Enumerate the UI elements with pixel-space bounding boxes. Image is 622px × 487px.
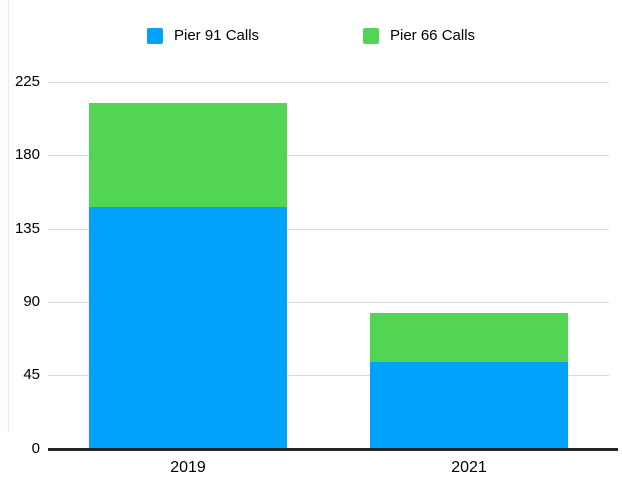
y-axis-tick-label-45: 45 [23,366,40,383]
gridline-90 [48,302,609,303]
y-axis-tick-label-0: 0 [31,440,40,457]
legend-item-pier-66-calls: Pier 66 Calls [363,27,475,45]
x-axis-line [48,448,618,451]
y-axis-tick-label-225: 225 [14,73,40,90]
chart-legend: Pier 91 Calls Pier 66 Calls [0,0,622,60]
legend-swatch-pier-91 [147,28,163,44]
gridline-180 [48,155,609,156]
x-axis-label-2019: 2019 [170,459,206,476]
window-edge-artifact [0,0,9,432]
bar-segment-pier-66-calls-2019 [89,103,287,207]
y-axis-tick-label-135: 135 [14,220,40,237]
x-axis-label-2021: 2021 [451,459,487,476]
bar-segment-pier-91-calls-2019 [89,207,287,448]
y-axis-tick-label-90: 90 [23,293,40,310]
gridline-225 [48,82,609,83]
y-axis-tick-label-180: 180 [14,146,40,163]
gridline-45 [48,375,609,376]
legend-swatch-pier-66 [363,28,379,44]
legend-item-pier-91-calls: Pier 91 Calls [147,27,259,45]
legend-label-pier-91: Pier 91 Calls [174,27,260,44]
legend-label-pier-66: Pier 66 Calls [390,27,476,44]
bar-segment-pier-66-calls-2021 [370,313,568,362]
gridline-135 [48,229,609,230]
bar-segment-pier-91-calls-2021 [370,362,568,448]
